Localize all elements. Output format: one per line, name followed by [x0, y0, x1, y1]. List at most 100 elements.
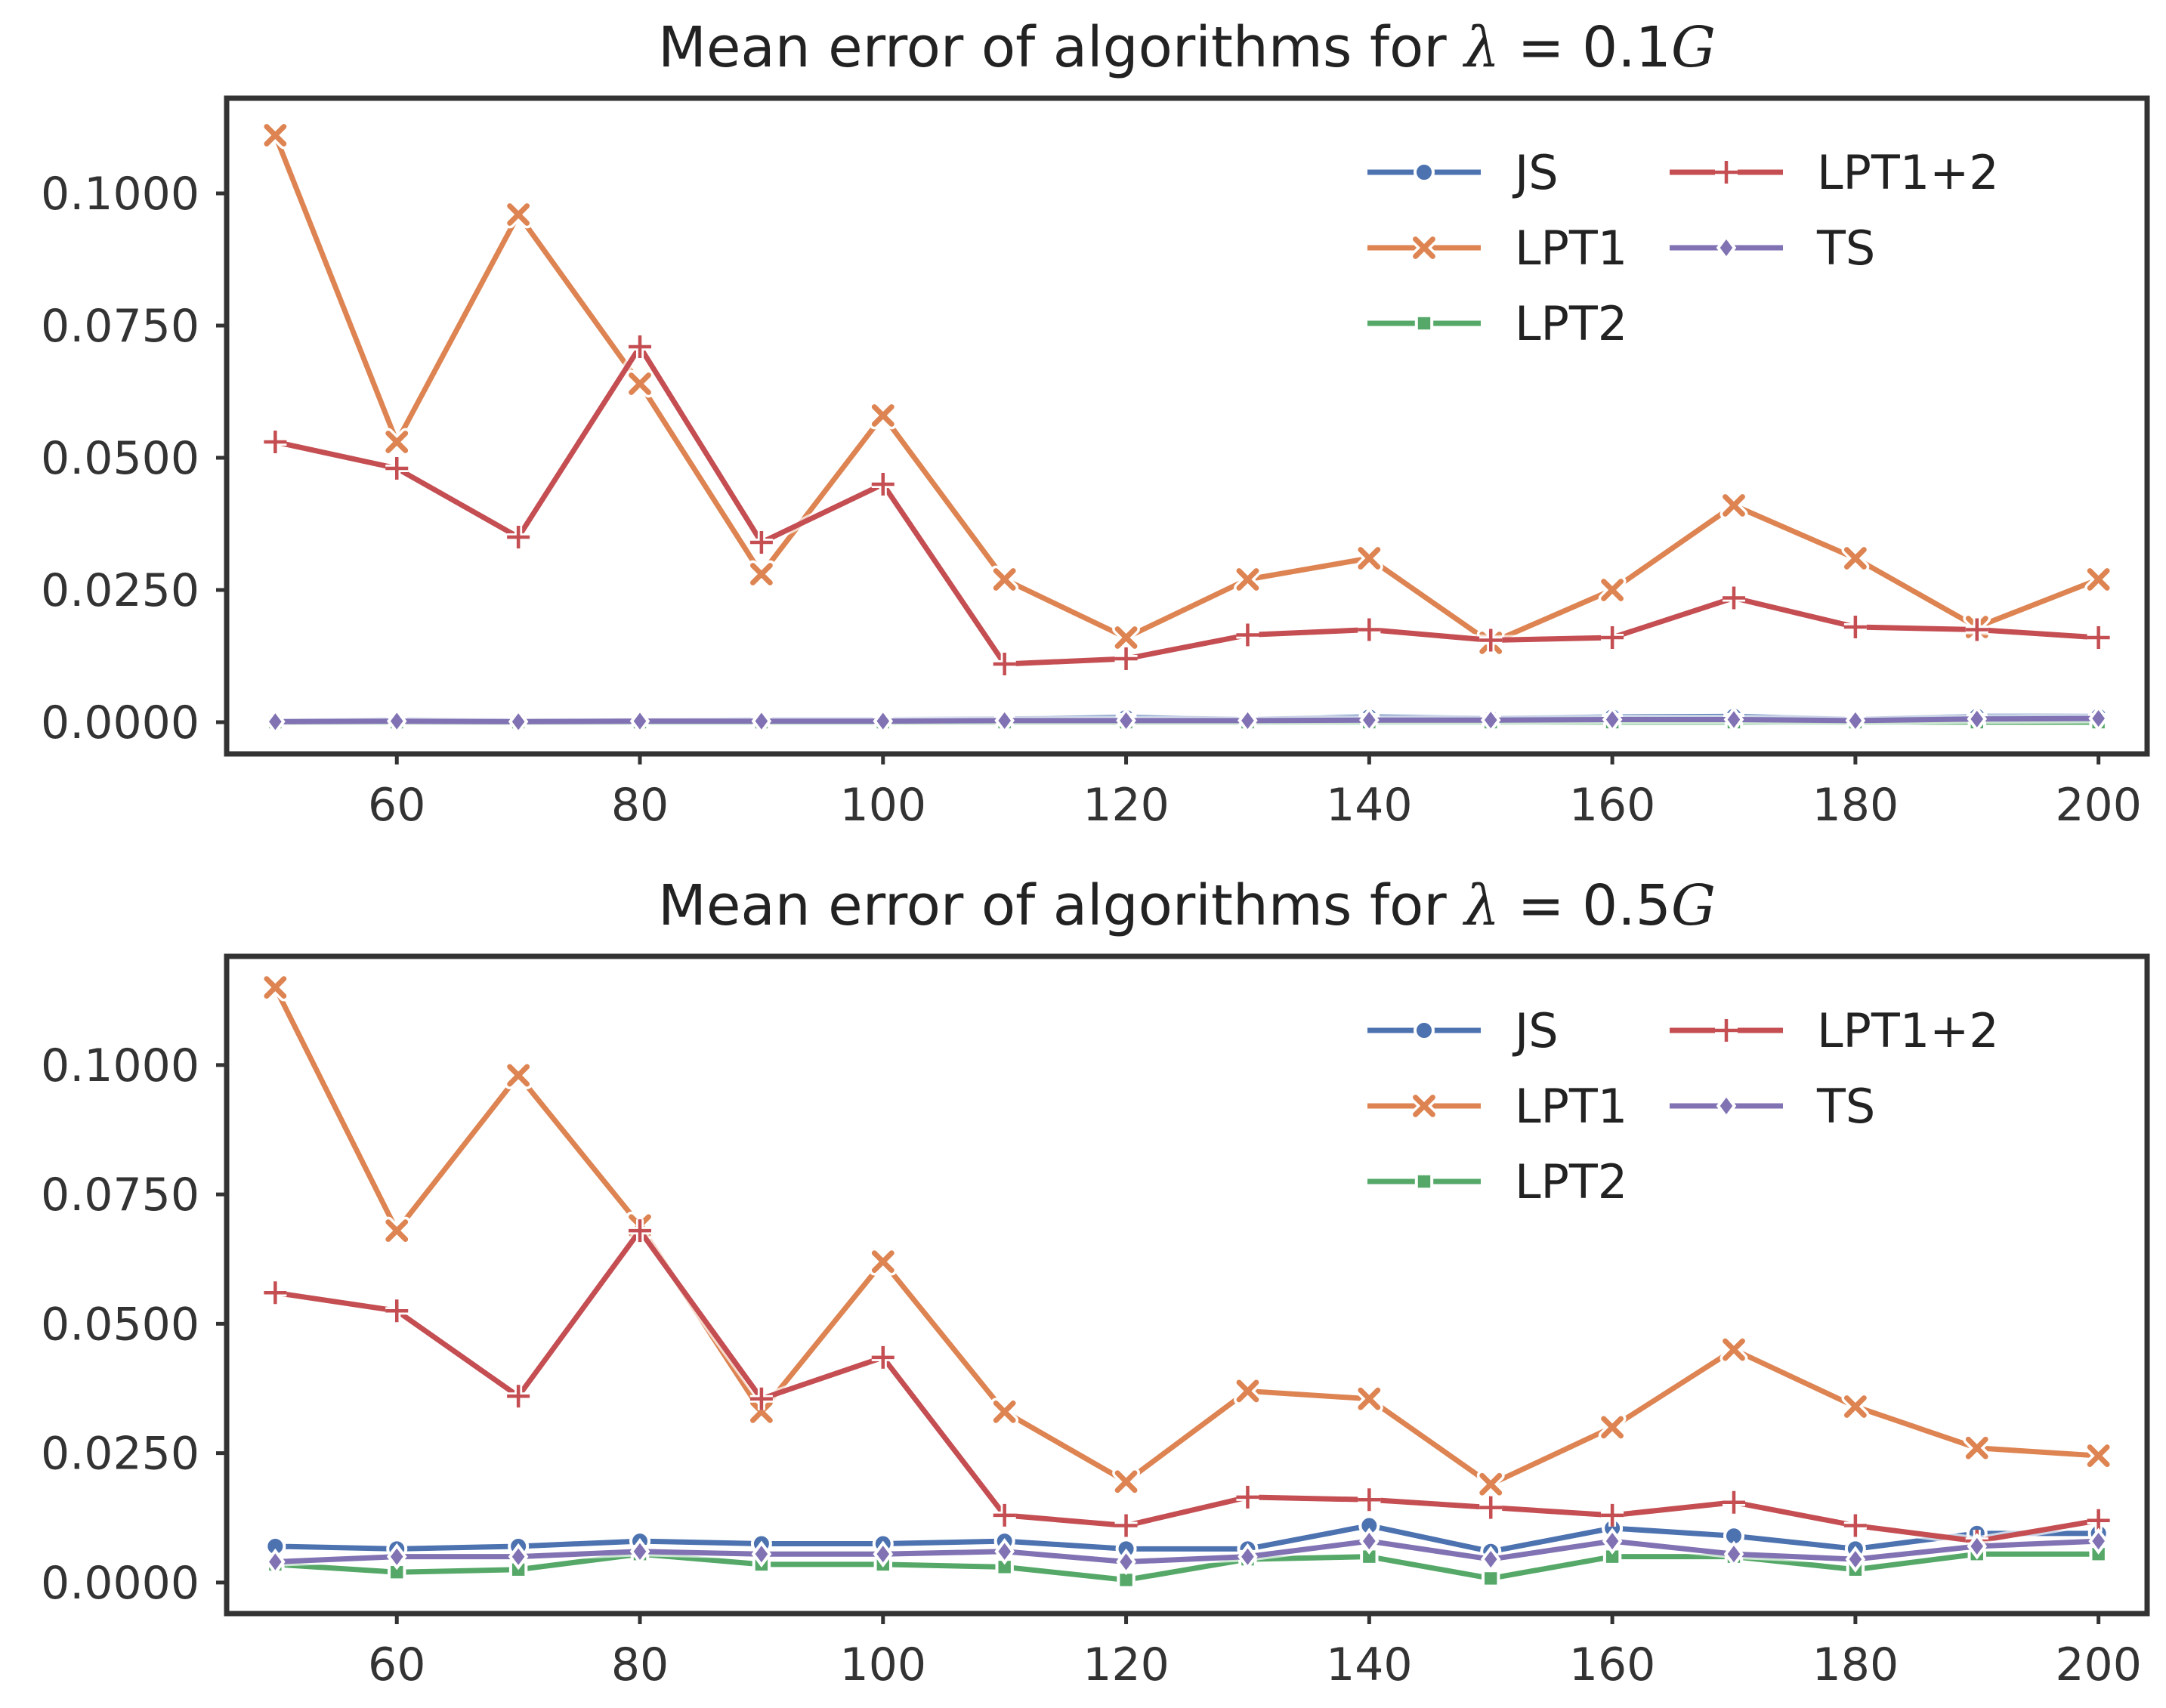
marker-diamond [2088, 705, 2109, 732]
marker-plus [749, 1387, 773, 1410]
legend-item-lpt1: LPT1 [1367, 1079, 1627, 1134]
chart-title-eq: = 0.1 [1500, 15, 1671, 80]
marker-plus [1479, 1496, 1503, 1519]
series-line [275, 1523, 2099, 1555]
legend-item-lpt2: LPT2 [1367, 296, 1627, 351]
marker-plus [629, 335, 652, 358]
marker-square [1414, 313, 1434, 333]
legend-label: LPT1+2 [1817, 1003, 1999, 1058]
marker-plus [1722, 586, 1745, 610]
series-line [274, 1228, 2100, 1544]
y-tick-label: 0.1000 [41, 1039, 199, 1092]
chart-title-symbol: λ [1462, 15, 1500, 80]
marker-diamond [1967, 1533, 1988, 1560]
legend-label: LPT1 [1515, 221, 1627, 276]
series-ts [265, 1527, 2109, 1576]
series-line [273, 134, 2100, 646]
legend-label: TS [1816, 221, 1875, 276]
series-line [275, 1551, 2099, 1583]
marker-x [871, 404, 895, 427]
x-tick-label: 60 [368, 1639, 425, 1691]
marker-plus [1715, 161, 1738, 184]
chart-panel-1: Mean error of algorithms for λ = 0.1G 0.0… [41, 15, 2150, 832]
chart-title-eq: = 0.5 [1500, 873, 1671, 938]
series-line [275, 715, 2099, 724]
marker-x [264, 124, 287, 147]
marker-plus [1843, 1514, 1867, 1537]
marker-x [1723, 1338, 1745, 1361]
y-tick-label: 0.0250 [41, 564, 199, 617]
legend-label: JS [1512, 1003, 1559, 1058]
marker-x [385, 431, 409, 453]
legend-item-lpt1plus2: LPT1+2 [1670, 145, 1999, 200]
marker-plus [507, 526, 530, 548]
x-tick-label: 160 [1569, 779, 1656, 832]
marker-x [629, 372, 651, 395]
x-tick-label: 200 [2055, 1639, 2142, 1691]
legend-item-ts: TS [1670, 1079, 1875, 1134]
marker-square [1414, 1172, 1434, 1191]
series-lpt1 [261, 973, 2113, 1499]
series-lpt1plus2 [264, 1219, 2110, 1553]
series-ts [265, 705, 2109, 736]
marker-plus [1843, 616, 1867, 638]
marker-diamond [1723, 706, 1744, 734]
legend-item-lpt2: LPT2 [1367, 1154, 1627, 1209]
x-tick-label: 160 [1569, 1639, 1656, 1691]
marker-plus [629, 1219, 652, 1243]
marker-plus [264, 1281, 287, 1305]
marker-diamond [751, 1540, 772, 1567]
marker-plus [1236, 623, 1259, 647]
y-tick-label: 0.0000 [41, 1557, 199, 1610]
y-tick-label: 0.0500 [41, 432, 199, 485]
marker-x [507, 1064, 530, 1087]
marker-x [1114, 1470, 1138, 1493]
y-tick-label: 0.0750 [41, 1169, 199, 1222]
marker-x [993, 568, 1016, 591]
marker-x [1114, 626, 1138, 649]
legend-label: JS [1512, 145, 1559, 200]
marker-x [1723, 494, 1745, 517]
marker-diamond [1480, 1546, 1501, 1573]
marker-diamond [1845, 1546, 1866, 1573]
legend-item-js: JS [1367, 145, 1559, 200]
x-tick-label: 80 [611, 1639, 669, 1691]
legend-label: LPT1+2 [1817, 145, 1999, 200]
chart-panel-2: Mean error of algorithms for λ = 0.5G 0.0… [41, 873, 2150, 1691]
marker-plus [993, 653, 1016, 675]
chart-title: Mean error of algorithms for λ = 0.5G [658, 873, 1716, 938]
marker-diamond [265, 708, 286, 736]
marker-diamond [1116, 707, 1136, 734]
marker-diamond [508, 708, 529, 736]
x-tick-label: 180 [1812, 779, 1899, 832]
marker-plus [1715, 1019, 1738, 1042]
x-tick-label: 80 [611, 779, 669, 832]
marker-diamond [1723, 1540, 1744, 1567]
marker-diamond [751, 707, 772, 735]
marker-x [1358, 1387, 1381, 1410]
series-line [273, 986, 2099, 1487]
marker-diamond [386, 707, 407, 735]
marker-diamond [1480, 706, 1501, 734]
marker-x [2087, 568, 2110, 591]
marker-plus [507, 1385, 530, 1408]
legend: JS LPT1 LPT2 LPT1+2 TS [1367, 1003, 1999, 1209]
chart-title-suffix: G [1671, 873, 1716, 938]
x-tick-label: 140 [1326, 779, 1413, 832]
marker-x [1413, 236, 1435, 259]
y-tick-label: 0.0750 [41, 300, 199, 353]
legend: JS LPT1 LPT2 LPT1+2 TS [1367, 145, 1999, 351]
y-tick-label: 0.1000 [41, 168, 199, 221]
marker-diamond [1716, 1092, 1737, 1120]
series-lpt1plus2 [264, 335, 2110, 675]
legend-item-js: JS [1367, 1003, 1559, 1058]
marker-plus [1722, 1490, 1745, 1514]
marker-x [1413, 1095, 1435, 1117]
marker-plus [1114, 647, 1138, 670]
marker-circle [1414, 162, 1435, 183]
marker-diamond [1602, 1527, 1623, 1555]
marker-diamond [994, 707, 1015, 734]
marker-x [1843, 547, 1867, 570]
marker-x [1479, 1472, 1503, 1496]
